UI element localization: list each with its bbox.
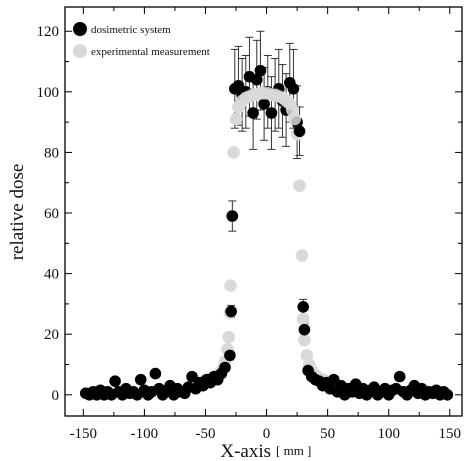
dosimetric-point	[265, 107, 278, 119]
dosimetric-point	[225, 305, 237, 318]
legend-label-dosimetric: dosimetric system	[91, 24, 171, 36]
dosimetric-point	[393, 370, 406, 383]
y-tick-label: 120	[37, 24, 60, 40]
x-tick-label: -50	[195, 426, 215, 442]
dosimetric-point	[247, 107, 259, 119]
data-points	[79, 64, 454, 401]
experimental-point	[229, 112, 243, 126]
dosimetric-point	[226, 210, 239, 222]
y-tick-label: 80	[44, 145, 59, 161]
dosimetric-point	[298, 323, 311, 336]
dosimetric-point	[134, 373, 147, 386]
experimental-point	[298, 333, 311, 347]
legend-marker-dosimetric	[73, 22, 87, 36]
legend-marker-experimental	[73, 44, 87, 58]
x-axis-title: X-axis	[220, 441, 271, 461]
y-tick-label: 0	[52, 388, 60, 404]
dosimetric-point	[441, 388, 454, 401]
x-tick-label: 150	[439, 426, 462, 442]
dosimetric-point	[297, 301, 310, 313]
dosimetric-point	[219, 361, 231, 374]
dosimetric-point	[293, 125, 306, 138]
dosimetric-point	[109, 375, 121, 387]
dosimetric-point	[224, 349, 236, 362]
x-tick-label: -100	[131, 426, 159, 442]
dosimetric-point	[287, 83, 300, 95]
x-tick-label: 100	[377, 426, 400, 442]
legend-label-experimental: experimental measurement	[91, 46, 210, 58]
y-tick-label: 60	[44, 206, 59, 222]
y-tick-label: 100	[37, 85, 60, 101]
legend: dosimetric system experimental measureme…	[73, 22, 210, 58]
x-tick-label: 0	[263, 426, 271, 442]
dosimetric-point	[250, 73, 263, 86]
x-tick-label: -150	[70, 426, 98, 442]
x-axis-unit: [ mm ]	[276, 443, 311, 458]
experimental-point	[227, 146, 240, 159]
experimental-point	[293, 179, 306, 193]
experimental-point	[224, 279, 237, 293]
dosimetric-point	[254, 64, 267, 77]
experimental-point	[295, 249, 309, 262]
x-tick-label: 50	[320, 426, 335, 442]
experimental-point-overlay	[288, 112, 301, 126]
x-tick-labels: -150 -100 -50 0 50 100 150	[70, 426, 461, 442]
y-tick-label: 20	[44, 327, 59, 343]
y-tick-labels: 0 20 40 60 80 100 120	[37, 24, 60, 404]
y-axis-title: relative dose	[7, 164, 28, 261]
dosimetric-point	[149, 367, 162, 380]
y-tick-label: 40	[44, 267, 59, 283]
experimental-point	[222, 330, 235, 344]
axis-ticks	[65, 7, 462, 416]
experimental-point	[296, 312, 310, 326]
dosimetric-point	[258, 98, 270, 110]
